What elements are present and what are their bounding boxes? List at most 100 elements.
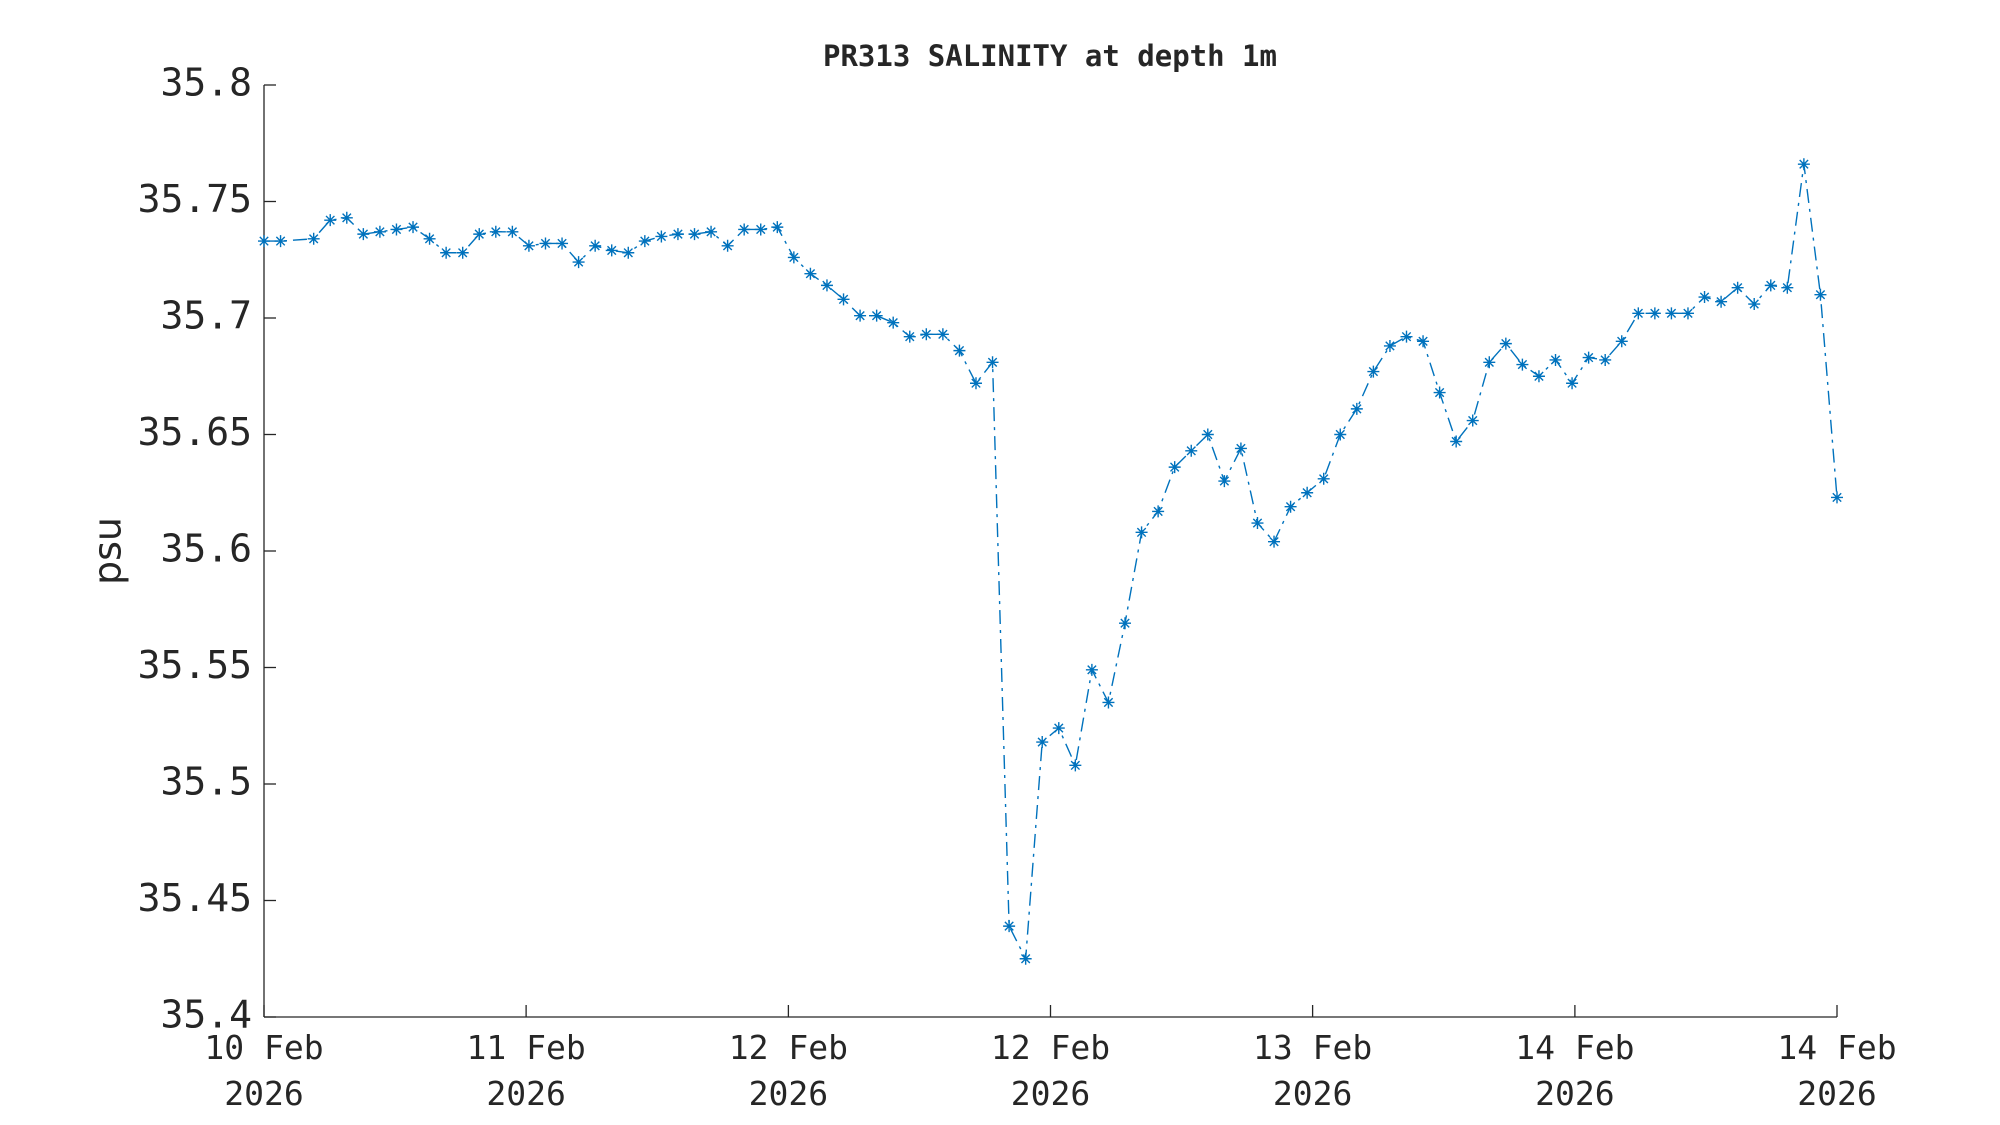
- marker: [1615, 335, 1628, 348]
- marker: [340, 211, 353, 224]
- marker: [589, 239, 602, 252]
- marker: [1499, 337, 1512, 350]
- marker: [820, 279, 833, 292]
- marker: [1152, 505, 1165, 518]
- x-tick-label: 10 Feb 2026: [204, 1028, 324, 1113]
- x-tick-label: 14 Feb 2026: [1777, 1028, 1897, 1113]
- marker: [522, 239, 535, 252]
- marker: [870, 309, 883, 322]
- marker: [1268, 535, 1281, 548]
- marker: [1036, 736, 1049, 749]
- x-tick-label: 13 Feb 2026: [1253, 1028, 1373, 1113]
- marker: [1715, 295, 1728, 308]
- marker: [1566, 377, 1579, 390]
- marker: [655, 230, 668, 243]
- marker: [754, 223, 767, 236]
- marker: [638, 235, 651, 248]
- marker: [887, 316, 900, 329]
- x-tick-label: 14 Feb 2026: [1515, 1028, 1635, 1113]
- marker: [1367, 365, 1380, 378]
- marker: [969, 377, 982, 390]
- marker: [274, 235, 287, 248]
- y-tick-label: 35.4: [160, 993, 252, 1037]
- marker: [1284, 500, 1297, 513]
- marker: [1797, 158, 1810, 171]
- marker: [1383, 339, 1396, 352]
- marker: [1218, 475, 1231, 488]
- y-tick-label: 35.75: [138, 177, 252, 221]
- marker: [1648, 307, 1661, 320]
- marker: [1019, 952, 1032, 965]
- marker: [671, 228, 684, 241]
- marker: [1417, 335, 1430, 348]
- y-tick-label: 35.8: [160, 61, 252, 105]
- x-tick-label: 12 Feb 2026: [728, 1028, 848, 1113]
- marker: [1135, 526, 1148, 539]
- marker: [1102, 696, 1115, 709]
- x-tick-label: 11 Feb 2026: [466, 1028, 586, 1113]
- marker: [771, 221, 784, 234]
- marker: [1549, 353, 1562, 366]
- marker: [787, 251, 800, 264]
- marker: [1781, 281, 1794, 294]
- marker: [1119, 617, 1132, 630]
- y-tick-label: 35.65: [138, 410, 252, 454]
- marker: [1731, 281, 1744, 294]
- marker: [489, 225, 502, 238]
- marker: [1698, 291, 1711, 304]
- y-tick-label: 35.45: [138, 876, 252, 920]
- marker: [1466, 414, 1479, 427]
- marker: [953, 344, 966, 357]
- marker: [903, 330, 916, 343]
- marker: [1400, 330, 1413, 343]
- marker: [324, 214, 337, 227]
- marker: [1185, 444, 1198, 457]
- marker: [572, 256, 585, 269]
- marker: [721, 239, 734, 252]
- marker: [605, 244, 618, 257]
- marker: [705, 225, 718, 238]
- marker: [1532, 370, 1545, 383]
- marker: [1764, 279, 1777, 292]
- marker: [473, 228, 486, 241]
- marker: [1350, 402, 1363, 415]
- marker: [1483, 356, 1496, 369]
- marker: [1599, 353, 1612, 366]
- marker: [307, 232, 320, 245]
- y-tick-label: 35.6: [160, 527, 252, 571]
- marker: [1334, 428, 1347, 441]
- y-tick-label: 35.55: [138, 643, 252, 687]
- marker: [556, 237, 569, 250]
- marker: [986, 356, 999, 369]
- marker: [1681, 307, 1694, 320]
- marker: [1665, 307, 1678, 320]
- y-tick-label: 35.5: [160, 760, 252, 804]
- marker: [407, 221, 420, 234]
- marker: [373, 225, 386, 238]
- marker: [1814, 288, 1827, 301]
- marker: [456, 246, 469, 259]
- marker: [837, 293, 850, 306]
- marker: [1301, 486, 1314, 499]
- marker: [1052, 722, 1065, 735]
- marker: [920, 328, 933, 341]
- data-line: [264, 164, 1838, 962]
- marker: [440, 246, 453, 259]
- marker: [804, 267, 817, 280]
- y-tick-label: 35.7: [160, 294, 252, 338]
- marker: [622, 246, 635, 259]
- x-tick-label: 12 Feb 2026: [990, 1028, 1111, 1113]
- marker: [1003, 920, 1016, 933]
- marker: [539, 237, 552, 250]
- marker: [1831, 491, 1843, 504]
- marker: [1168, 461, 1181, 474]
- marker: [854, 309, 867, 322]
- marker: [1433, 386, 1446, 399]
- marker: [936, 328, 949, 341]
- marker: [357, 228, 370, 241]
- marker: [1251, 517, 1264, 530]
- marker: [423, 232, 436, 245]
- marker: [1085, 663, 1098, 676]
